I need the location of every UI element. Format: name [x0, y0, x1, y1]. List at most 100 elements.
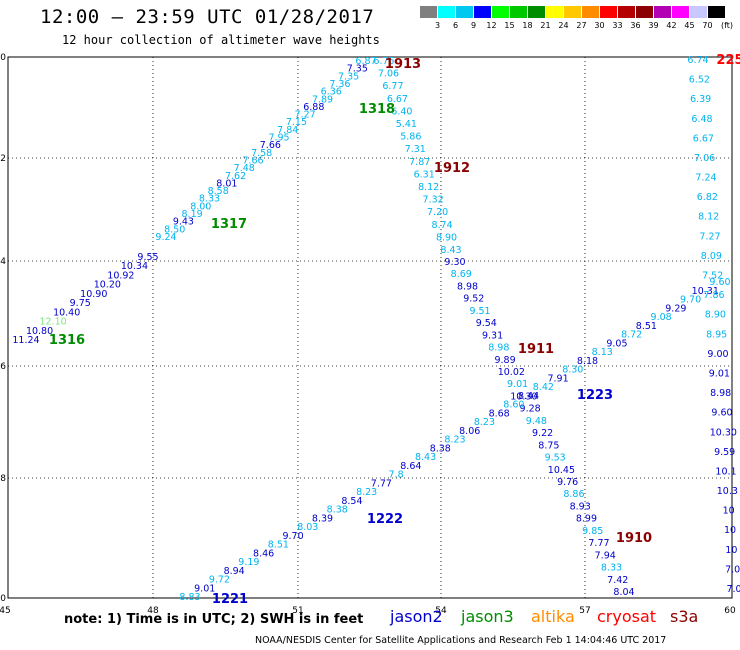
wave-height-value: 7.87 [409, 157, 430, 168]
wave-height-value: 7.20 [427, 207, 448, 218]
scale-label: 33 [612, 21, 623, 30]
wave-height-value: 10.31 [692, 286, 719, 297]
scale-label: 9 [470, 21, 477, 30]
scale-label: 27 [576, 21, 587, 30]
wave-height-value: 9.70 [282, 531, 303, 542]
wave-height-value: 9.01 [194, 583, 215, 594]
wave-height-value: 8.90 [705, 310, 726, 321]
wave-height-value: 8.72 [621, 330, 642, 341]
wave-height-value: 8.44 [518, 391, 539, 402]
satellite-jason3: jason3 [461, 607, 514, 626]
scale-label: 39 [648, 21, 659, 30]
map-subtitle: 12 hour collection of altimeter wave hei… [62, 33, 380, 47]
wave-height-value: 6.77 [382, 81, 403, 92]
wave-height-value: 9.60 [709, 277, 730, 288]
wave-height-value: 8.19 [182, 209, 203, 220]
wave-height-value: 9.08 [651, 312, 672, 323]
lon-tick-label: 60 [724, 606, 736, 616]
pass-label-1318: 1318 [359, 102, 395, 117]
wave-height-value: 8.68 [489, 408, 510, 419]
scale-swatch [546, 6, 563, 18]
scale-label: 15 [504, 21, 515, 30]
wave-height-value: 8.12 [418, 182, 439, 193]
wave-height-value: 6.74 [687, 55, 708, 66]
scale-unit: (ft) [720, 21, 734, 30]
wave-height-value: 8.33 [601, 563, 622, 574]
wave-height-value: 8.39 [312, 513, 333, 524]
wave-height-value: 6.67 [387, 94, 408, 105]
wave-height-value: 8.98 [457, 281, 478, 292]
wave-height-value: 8.12 [698, 212, 719, 223]
wave-height-value: 9.01 [709, 368, 730, 379]
pass-label-1913: 1913 [385, 57, 421, 72]
wave-height-value: 7.94 [595, 550, 616, 561]
footer-credit: NOAA/NESDIS Center for Satellite Applica… [255, 635, 667, 646]
scale-swatch [492, 6, 509, 18]
wave-height-value: 10.3 [717, 486, 738, 497]
wave-height-value: 7.0 [725, 564, 740, 575]
wave-height-value: 7.66 [260, 140, 281, 151]
wave-height-value: 8.75 [538, 440, 559, 451]
wave-height-value: 5.86 [400, 132, 421, 143]
pass-label-225: 225 [716, 53, 740, 68]
note-text: note: 1) Time is in UTC; 2) SWH is in fe… [64, 612, 364, 627]
scale-label: 6 [452, 21, 459, 30]
wave-height-value: 10.80 [26, 326, 53, 337]
wave-height-value: 6.48 [691, 114, 712, 125]
wave-height-value: 9.75 [70, 298, 91, 309]
wave-height-value: 9.59 [714, 447, 735, 458]
wave-height-value: 10.90 [80, 289, 107, 300]
scale-swatch [438, 6, 455, 18]
satellite-jason2: jason2 [390, 607, 443, 626]
wave-height-value: 7.06 [694, 153, 715, 164]
lat-tick-label: -50 [0, 53, 6, 63]
wave-height-value: 6.88 [303, 102, 324, 113]
scale-label: 30 [594, 21, 605, 30]
wave-height-value: 5.41 [396, 119, 417, 130]
wave-height-value: 8.98 [488, 343, 509, 354]
wave-height-value: 9.72 [209, 575, 230, 586]
wave-height-value: 8.99 [576, 514, 597, 525]
wave-height-value: 9.19 [238, 557, 259, 568]
pass-label-1317: 1317 [211, 217, 247, 232]
wave-height-value: 9.60 [711, 408, 732, 419]
wave-height-value: 7.8 [389, 470, 404, 481]
wave-height-value: 7.52 [702, 271, 723, 282]
wave-height-value: 7.31 [405, 144, 426, 155]
wave-height-value: 8.74 [431, 220, 452, 231]
wave-height-value: 7.77 [371, 478, 392, 489]
scale-label: 45 [684, 21, 695, 30]
wave-height-value: 9.29 [665, 303, 686, 314]
scale-swatch [564, 6, 581, 18]
scale-label: 18 [522, 21, 533, 30]
wave-height-value: 10.40 [53, 307, 80, 318]
scale-swatch [582, 6, 599, 18]
wave-height-value: 6.36 [321, 87, 342, 98]
wave-height-value: 6.40 [391, 106, 412, 117]
pass-label-1221: 1221 [212, 592, 248, 607]
wave-height-value: 9.22 [532, 428, 553, 439]
wave-height-value: 10.34 [121, 261, 148, 272]
wave-height-value: 9.54 [476, 318, 497, 329]
wave-height-value: 7.06 [378, 69, 399, 80]
wave-height-value: 10.30 [510, 391, 537, 402]
satellite-altika: altika [531, 607, 575, 626]
wave-height-value: 8.33 [199, 194, 220, 205]
wave-height-value: 9.05 [606, 338, 627, 349]
wave-height-value: 8.86 [563, 489, 584, 500]
wave-height-value: 9.70 [680, 295, 701, 306]
wave-height-value: 7.48 [234, 163, 255, 174]
wave-height-value: 8.09 [701, 251, 722, 262]
wave-height-value: 8.83 [179, 592, 200, 603]
map-frame [7, 56, 733, 599]
scale-label: 36 [630, 21, 641, 30]
scale-swatch [474, 6, 491, 18]
scale-swatch [672, 6, 689, 18]
wave-height-value: 7.27 [295, 110, 316, 121]
wave-height-value: 8.58 [208, 186, 229, 197]
wave-height-value: 9.48 [526, 416, 547, 427]
wave-height-value: 10 [725, 545, 737, 556]
wave-height-value: 9.31 [482, 330, 503, 341]
wave-height-value: 8.51 [636, 321, 657, 332]
wave-height-value: 9.00 [707, 349, 728, 360]
